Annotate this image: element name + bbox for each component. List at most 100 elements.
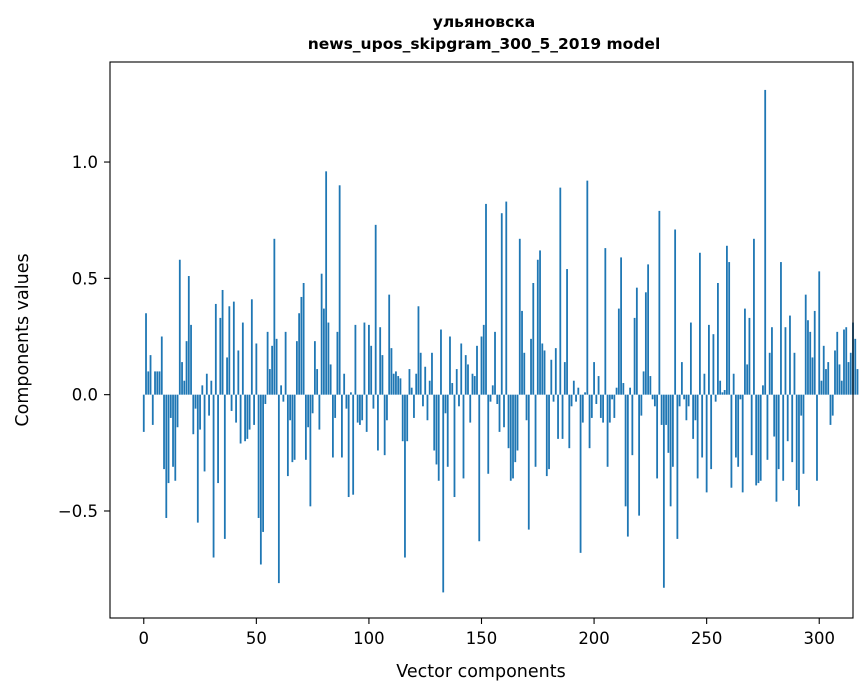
bar-199 bbox=[590, 394, 593, 418]
bar-257 bbox=[721, 392, 724, 395]
bar-261 bbox=[730, 394, 733, 488]
bar-309 bbox=[838, 364, 841, 395]
bar-162 bbox=[507, 394, 510, 449]
bar-24 bbox=[196, 394, 199, 523]
bar-85 bbox=[334, 394, 337, 418]
bar-282 bbox=[777, 394, 780, 470]
bar-76 bbox=[313, 341, 316, 395]
bar-105 bbox=[379, 327, 382, 395]
bar-284 bbox=[782, 394, 785, 481]
bar-298 bbox=[813, 310, 816, 395]
bar-290 bbox=[795, 394, 798, 491]
bar-124 bbox=[422, 394, 424, 407]
bar-224 bbox=[647, 264, 650, 395]
bar-169 bbox=[523, 352, 526, 395]
bar-71 bbox=[302, 283, 305, 395]
bar-189 bbox=[568, 394, 571, 449]
bar-106 bbox=[381, 355, 384, 395]
bar-291 bbox=[798, 394, 800, 507]
bar-198 bbox=[588, 394, 591, 449]
bar-196 bbox=[584, 392, 586, 395]
bar-11 bbox=[167, 394, 170, 484]
bar-18 bbox=[183, 380, 186, 395]
bar-173 bbox=[532, 283, 535, 395]
bar-163 bbox=[509, 394, 512, 481]
bar-181 bbox=[550, 359, 553, 395]
bar-73 bbox=[307, 394, 310, 428]
bar-200 bbox=[593, 362, 595, 395]
bar-127 bbox=[428, 380, 431, 395]
bar-211 bbox=[617, 308, 620, 395]
bar-312 bbox=[845, 327, 848, 395]
bar-116 bbox=[404, 394, 406, 558]
bar-241 bbox=[685, 394, 688, 421]
bar-16 bbox=[178, 259, 181, 395]
bar-193 bbox=[577, 387, 580, 395]
bar-57 bbox=[271, 345, 274, 395]
bar-139 bbox=[455, 369, 458, 395]
bar-238 bbox=[678, 394, 681, 407]
bar-233 bbox=[667, 394, 670, 453]
bar-44 bbox=[241, 322, 244, 395]
bar-128 bbox=[431, 352, 433, 395]
bar-122 bbox=[417, 306, 420, 395]
bar-45 bbox=[244, 394, 246, 442]
bar-48 bbox=[250, 299, 253, 395]
bar-187 bbox=[563, 362, 566, 395]
bar-100 bbox=[368, 324, 370, 395]
bar-13 bbox=[172, 394, 174, 467]
bar-242 bbox=[687, 394, 690, 407]
bar-164 bbox=[512, 394, 514, 479]
chart-title-line-1: ульяновска bbox=[433, 13, 536, 31]
bar-218 bbox=[633, 317, 636, 395]
bar-61 bbox=[280, 385, 283, 395]
bar-217 bbox=[631, 394, 634, 456]
bar-135 bbox=[446, 394, 449, 467]
bar-265 bbox=[739, 394, 742, 400]
bar-277 bbox=[766, 394, 769, 460]
bar-248 bbox=[701, 394, 704, 458]
bar-140 bbox=[458, 394, 460, 407]
bar-34 bbox=[219, 317, 222, 395]
bar-42 bbox=[237, 350, 240, 395]
bar-104 bbox=[377, 394, 379, 451]
bar-25 bbox=[199, 394, 201, 430]
bar-72 bbox=[304, 394, 307, 460]
bar-144 bbox=[467, 364, 469, 395]
bar-148 bbox=[476, 345, 478, 395]
bar-17 bbox=[181, 362, 183, 395]
bar-99 bbox=[365, 394, 368, 432]
bar-244 bbox=[692, 394, 695, 439]
bar-43 bbox=[239, 394, 242, 444]
bar-4 bbox=[151, 394, 154, 425]
bar-80 bbox=[322, 308, 325, 395]
bar-161 bbox=[505, 201, 508, 395]
x-tick-label-0: 0 bbox=[139, 629, 150, 648]
bar-313 bbox=[847, 362, 850, 395]
bar-89 bbox=[343, 373, 346, 395]
bar-157 bbox=[496, 394, 499, 404]
bar-134 bbox=[444, 394, 447, 414]
bar-234 bbox=[669, 394, 672, 507]
bar-97 bbox=[361, 394, 364, 421]
bar-70 bbox=[300, 296, 303, 395]
bar-14 bbox=[174, 394, 177, 481]
bar-9 bbox=[163, 394, 165, 470]
bar-226 bbox=[651, 394, 654, 400]
x-tick-label-6: 300 bbox=[803, 629, 835, 648]
bar-38 bbox=[228, 306, 231, 395]
bar-246 bbox=[696, 394, 699, 479]
y-axis-label: Components values bbox=[13, 253, 33, 426]
bar-216 bbox=[629, 387, 631, 395]
bar-229 bbox=[658, 210, 661, 395]
bar-304 bbox=[827, 362, 830, 395]
bar-239 bbox=[680, 362, 683, 395]
bar-273 bbox=[757, 394, 760, 484]
bar-270 bbox=[750, 394, 753, 456]
bar-183 bbox=[554, 348, 557, 395]
bar-60 bbox=[277, 394, 280, 584]
bar-278 bbox=[768, 352, 771, 395]
bar-207 bbox=[608, 394, 611, 423]
bar-59 bbox=[275, 338, 278, 395]
